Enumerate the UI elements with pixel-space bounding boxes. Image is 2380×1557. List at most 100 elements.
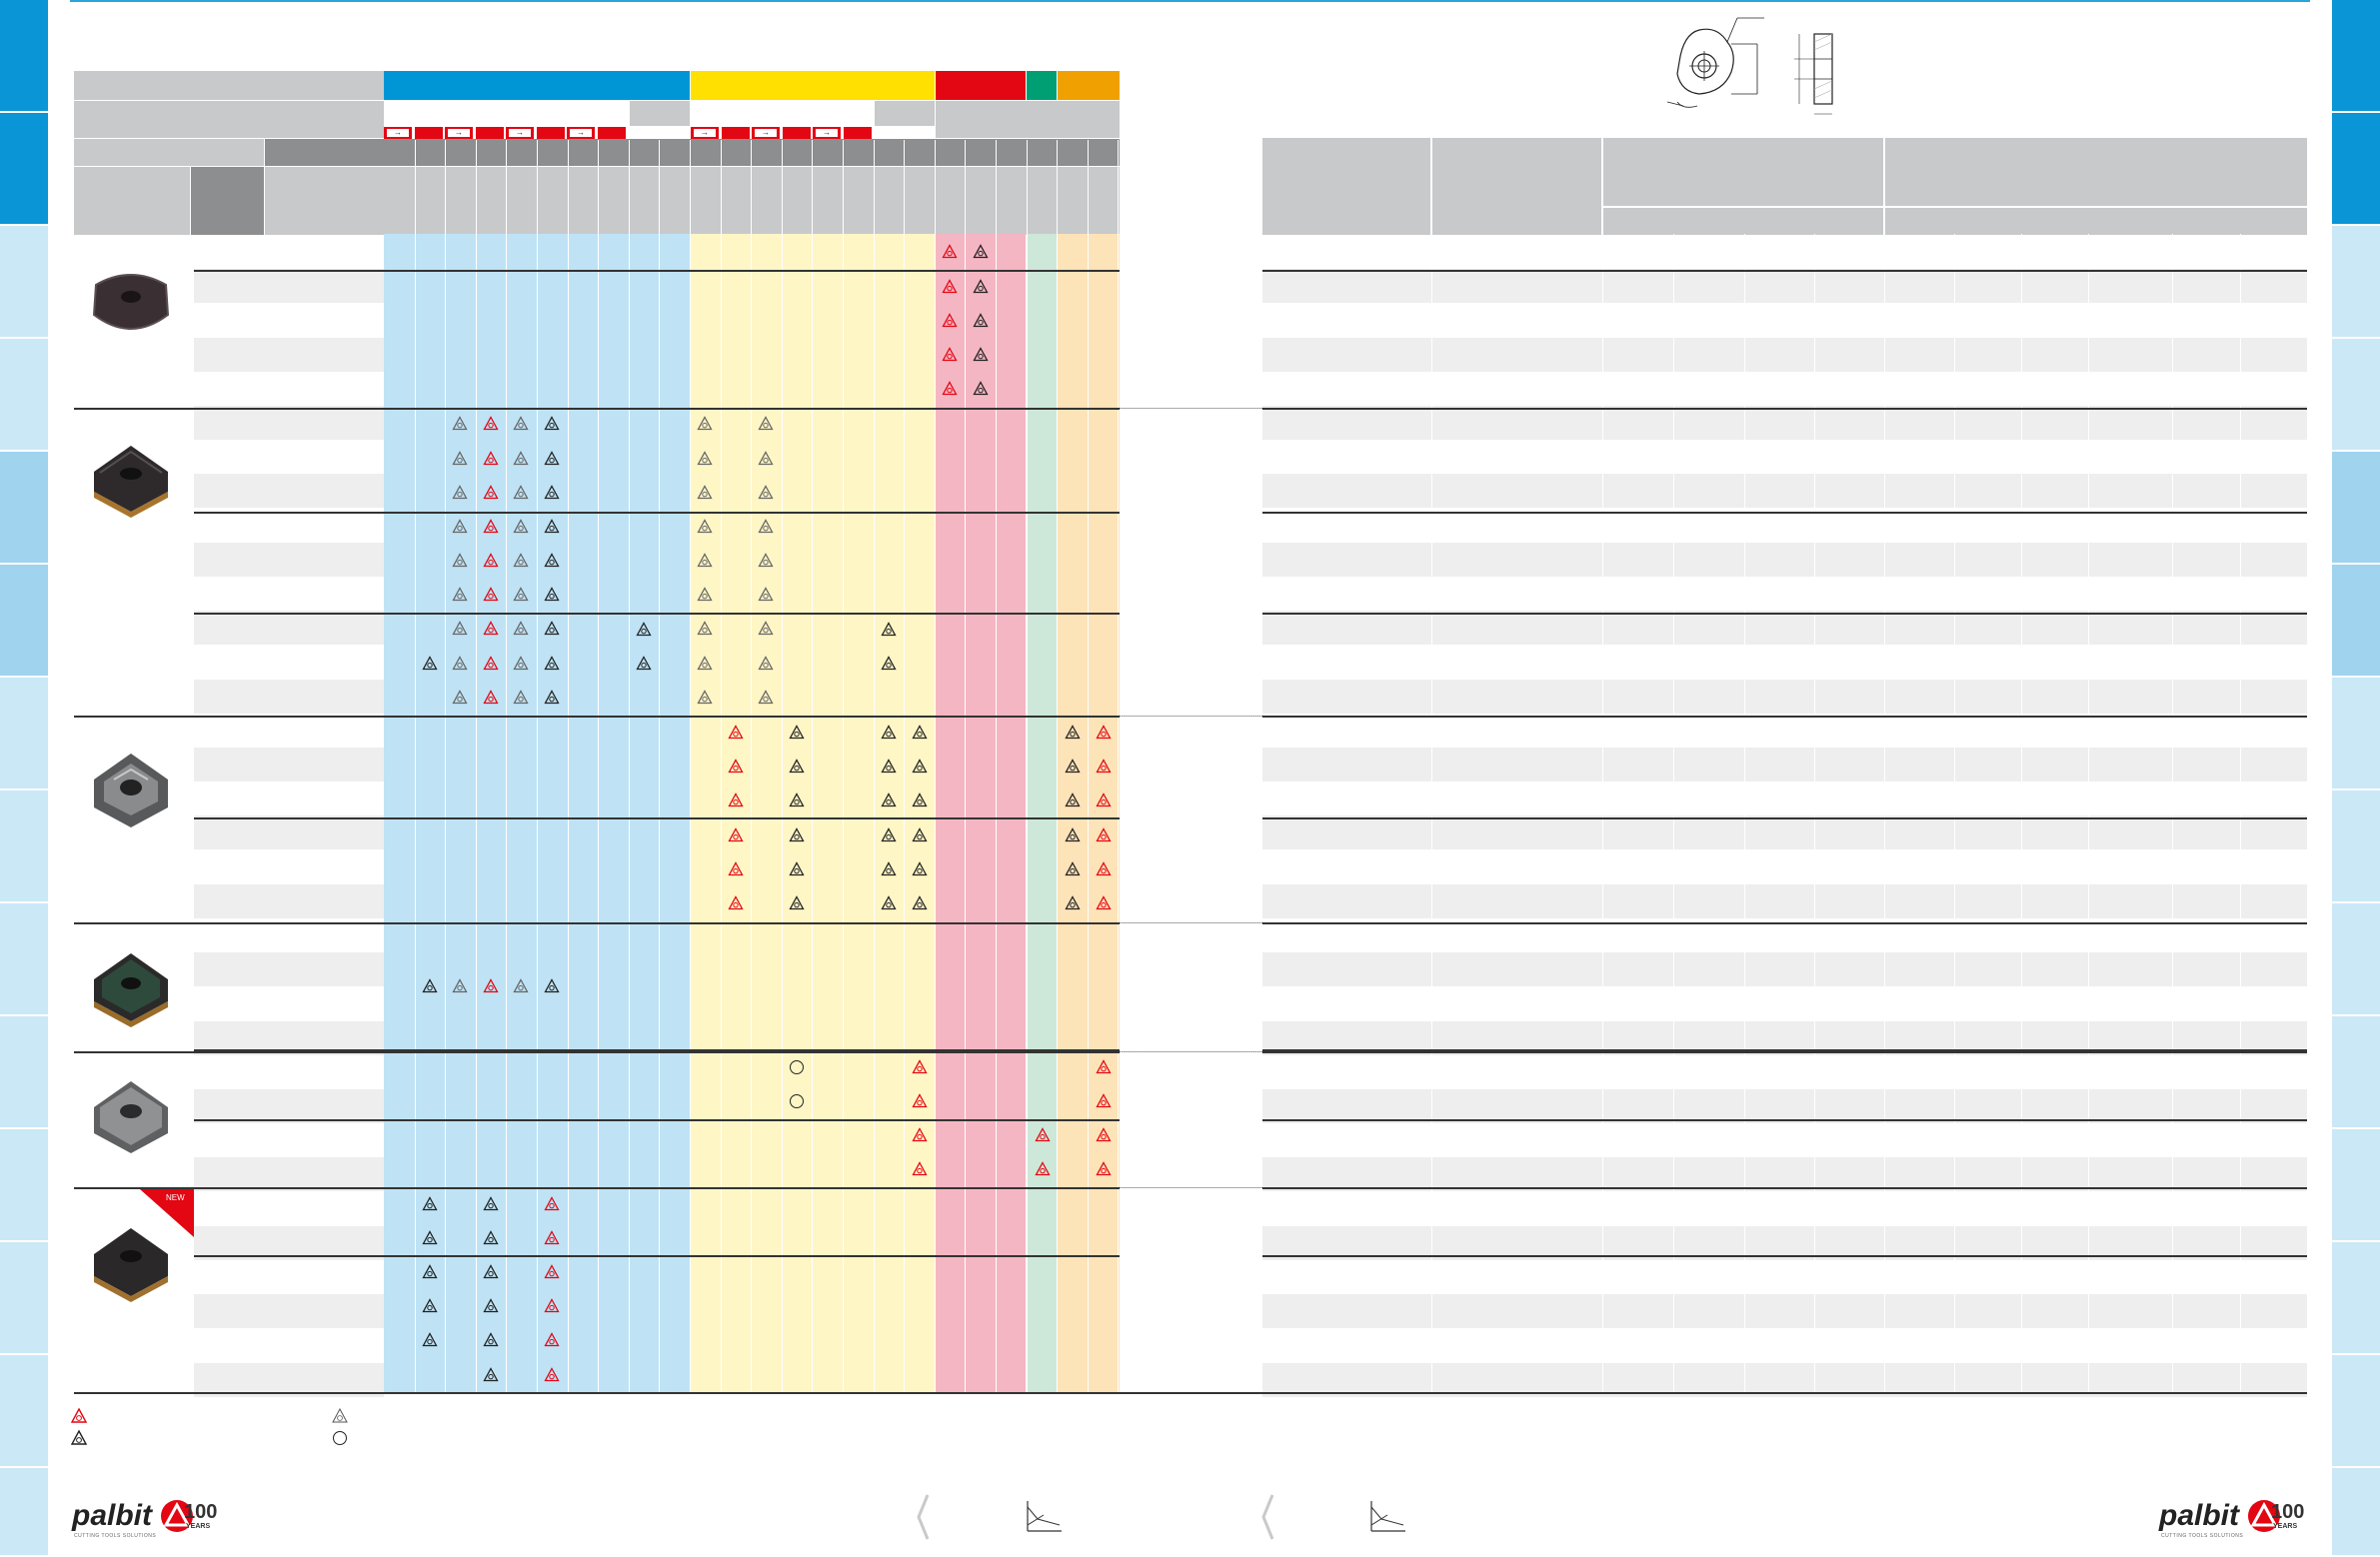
right-section-tab[interactable]: [2332, 790, 2380, 903]
left-section-tab[interactable]: [0, 113, 48, 226]
black-insert-grade-icon: [422, 1298, 438, 1313]
black-insert-grade-icon: [881, 725, 897, 740]
outline-insert-grade-icon: [758, 451, 774, 466]
chevron-left-icon[interactable]: [917, 1494, 929, 1540]
left-section-tab[interactable]: [0, 1355, 48, 1468]
red-insert-grade-icon: [728, 792, 744, 807]
left-section-tab[interactable]: [0, 1242, 48, 1355]
chevron-left-icon[interactable]: [1261, 1494, 1273, 1540]
m-band: [691, 234, 935, 1393]
outline-insert-grade-icon: [452, 553, 468, 568]
iso-p-steel-header: [384, 71, 690, 100]
cutting-direction-cell: →: [813, 127, 841, 139]
right-section-tab[interactable]: [2332, 565, 2380, 678]
right-section-tab[interactable]: [2332, 339, 2380, 452]
left-section-tab[interactable]: [0, 565, 48, 678]
palbit-logo-left: palbit CUTTING TOOLS SOLUTIONS: [72, 1499, 194, 1539]
right-section-tab[interactable]: [2332, 678, 2380, 790]
black-insert-grade-icon: [483, 1298, 499, 1313]
red-insert-grade-icon: [728, 861, 744, 876]
black-insert-grade-icon: [422, 1230, 438, 1245]
right-section-tab[interactable]: [2332, 113, 2380, 226]
red-insert-grade-icon: [912, 1127, 928, 1142]
header-row-2-kns: [936, 101, 1120, 138]
left-section-tab[interactable]: [0, 339, 48, 452]
red-insert-grade-icon: [912, 1093, 928, 1108]
right-section-tab[interactable]: [2332, 0, 2380, 113]
black-insert-grade-icon: [881, 861, 897, 876]
right-section-tab[interactable]: [2332, 1016, 2380, 1129]
black-insert-grade-icon: [544, 978, 560, 993]
outline-insert-grade-icon: [697, 416, 713, 431]
right-header-dims-sub: [1603, 208, 1883, 235]
outline-insert-grade-icon: [758, 587, 774, 602]
red-insert-grade-icon: [483, 416, 499, 431]
outline-insert-grade-icon: [452, 656, 468, 671]
left-section-tab[interactable]: [0, 1129, 48, 1242]
right-section-tab[interactable]: [2332, 1129, 2380, 1242]
right-section-tab[interactable]: [2332, 903, 2380, 1016]
black-insert-grade-icon: [544, 656, 560, 671]
right-section-tab[interactable]: [2332, 1468, 2380, 1557]
right-section-tab[interactable]: [2332, 1242, 2380, 1355]
arrow-right-icon: →: [755, 129, 777, 137]
black-insert-grade-icon: [422, 1332, 438, 1347]
red-insert-grade-icon: [1035, 1161, 1051, 1176]
centenary-number: 100: [184, 1501, 218, 1523]
left-section-tab[interactable]: [0, 678, 48, 790]
black-insert-grade-icon: [789, 895, 805, 910]
outline-insert-grade-icon: [452, 621, 468, 636]
left-section-tab[interactable]: [0, 452, 48, 565]
black-insert-grade-icon: [912, 725, 928, 740]
outline-insert-grade-icon: [758, 416, 774, 431]
red-insert-grade-icon: [483, 656, 499, 671]
black-insert-grade-icon: [71, 1430, 87, 1445]
left-section-tab[interactable]: [0, 226, 48, 339]
centenary-number-right: 100: [2271, 1501, 2305, 1523]
black-insert-grade-icon: [483, 1367, 499, 1382]
right-section-tab[interactable]: [2332, 1355, 2380, 1468]
black-insert-grade-icon: [881, 792, 897, 807]
iso-n-non-ferrous-header: [1027, 71, 1057, 100]
red-insert-grade-icon: [483, 485, 499, 500]
black-insert-grade-icon: [636, 656, 652, 671]
right-section-tab[interactable]: [2332, 226, 2380, 339]
outline-insert-grade-icon: [513, 621, 529, 636]
red-insert-grade-icon: [728, 895, 744, 910]
red-insert-grade-icon: [1096, 895, 1112, 910]
left-section-tab[interactable]: [0, 903, 48, 1016]
cutting-direction-cell: →: [691, 127, 719, 139]
outline-insert-grade-icon: [758, 656, 774, 671]
black-insert-grade-icon: [1065, 759, 1081, 774]
red-insert-grade-icon: [912, 1059, 928, 1074]
black-insert-grade-icon: [483, 1230, 499, 1245]
left-section-tab[interactable]: [0, 1468, 48, 1557]
iso-m-stainless-header: [691, 71, 935, 100]
header-designation-cell: [74, 71, 384, 100]
left-section-tab[interactable]: [0, 0, 48, 113]
outline-insert-grade-icon: [452, 978, 468, 993]
black-insert-grade-icon: [544, 451, 560, 466]
black-insert-grade-icon: [973, 279, 989, 294]
outline-insert-grade-icon: [452, 451, 468, 466]
right-section-tab[interactable]: [2332, 452, 2380, 565]
red-insert-grade-icon: [544, 1196, 560, 1211]
black-insert-grade-icon: [789, 827, 805, 842]
header-row-4-insert: [74, 167, 190, 235]
circle-availability-icon: [333, 1431, 347, 1445]
red-insert-grade-icon: [942, 244, 958, 259]
right-header-params-sub: [1885, 208, 2307, 235]
cutting-direction-cell: [598, 127, 626, 139]
outline-insert-grade-icon: [697, 690, 713, 705]
new-badge: [140, 1189, 194, 1237]
left-section-tab[interactable]: [0, 1016, 48, 1129]
black-insert-grade-icon: [973, 313, 989, 328]
left-section-tab[interactable]: [0, 790, 48, 903]
black-insert-grade-icon: [789, 725, 805, 740]
red-insert-grade-icon: [71, 1408, 87, 1423]
header-row-4-grades: [384, 167, 1120, 235]
table-bottom-rule: [74, 1392, 2307, 1394]
arrow-right-icon: →: [816, 129, 838, 137]
outline-insert-grade-icon: [697, 519, 713, 534]
palbit-emblem-icon: [161, 1500, 193, 1532]
